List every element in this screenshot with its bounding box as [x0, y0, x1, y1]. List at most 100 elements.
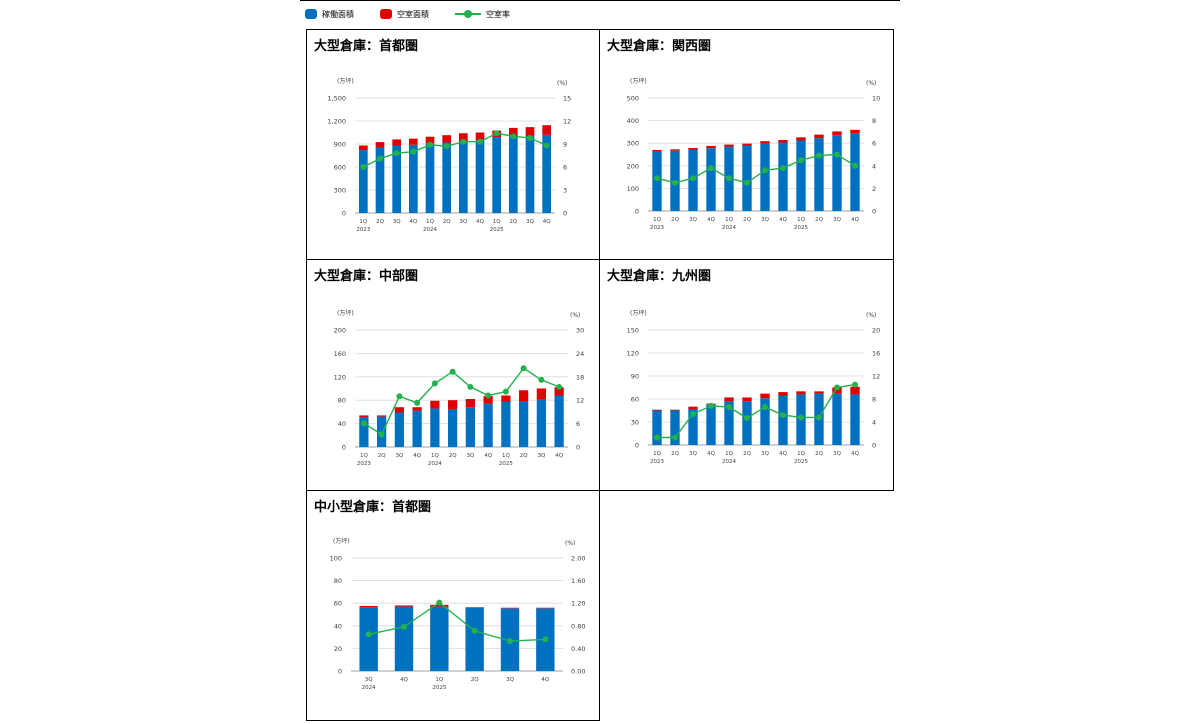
bar-vacant — [796, 391, 806, 395]
vacancy-rate-point — [360, 420, 367, 427]
y-tick-label: 120 — [334, 373, 346, 381]
x-tick-label: 2Q — [471, 677, 479, 683]
x-tick-label: 4Q — [851, 451, 859, 457]
y2-tick-label: 1.20 — [571, 600, 585, 608]
bar-occupied — [359, 150, 368, 213]
x-tick-label: 2Q — [443, 219, 451, 225]
vacancy-rate-point — [690, 175, 696, 182]
bar-occupied — [394, 606, 414, 671]
bar-occupied — [542, 134, 551, 213]
chart-svg: (万坪) (%) 0 0 40 6 80 12 120 18 160 24 200 30 1Q 2Q 3Q 4Q 1… — [334, 309, 585, 467]
x-tick-label: 4Q — [707, 217, 715, 223]
bar-vacant — [394, 407, 404, 413]
y-tick-label: 0 — [635, 442, 639, 450]
x-tick-label: 4Q — [409, 219, 417, 225]
bar-occupied — [554, 395, 564, 447]
chart-panel-kyushu-large: 大型倉庫：九州圏 (万坪) (%) 0 0 30 4 60 8 90 12 120 16 150 20 1Q… — [599, 259, 894, 491]
vacancy-rate-point — [377, 155, 383, 162]
bar-occupied — [392, 145, 401, 213]
y2-tick-label: 2 — [872, 185, 876, 193]
bar-vacant — [536, 388, 546, 400]
x-tick-label: 1Q — [359, 219, 367, 225]
bar-occupied — [465, 607, 484, 671]
legend-swatch-occupied — [305, 9, 317, 19]
vacancy-rate-line — [368, 601, 546, 642]
y-tick-label: 900 — [334, 141, 346, 149]
bar-vacant — [778, 140, 788, 143]
y-tick-label: 90 — [631, 373, 639, 381]
y-axis-unit-label: (万坪) — [333, 537, 350, 545]
x-year-label: 2024 — [423, 227, 437, 233]
x-tick-label: 2Q — [520, 453, 528, 459]
vacancy-rate-point — [726, 175, 732, 182]
x-tick-label: 1Q — [426, 219, 434, 225]
vacancy-rate-point — [449, 368, 456, 375]
y2-tick-label: 6 — [872, 140, 876, 148]
vacancy-rate-point — [672, 434, 678, 441]
vacancy-rate-point — [477, 138, 483, 145]
vacancy-rate-line — [362, 132, 547, 168]
x-tick-label: 1Q — [431, 453, 439, 459]
bar-vacant — [425, 136, 435, 144]
legend: 稼働面積 空室面積 空室率 — [305, 6, 536, 22]
vacancy-rate-line — [656, 153, 856, 184]
x-tick-label: 3Q — [526, 219, 534, 225]
y2-tick-label: 1.60 — [571, 577, 585, 585]
x-tick-label: 2Q — [671, 217, 679, 223]
vacancy-rate-point — [744, 414, 750, 421]
bar-vacant — [375, 142, 385, 148]
x-tick-label: 2Q — [815, 451, 823, 457]
x-tick-label: 1Q — [502, 453, 510, 459]
bar-vacant — [760, 141, 770, 144]
y-axis-unit-label: (万坪) — [337, 77, 354, 85]
bar-vacant — [430, 400, 440, 409]
x-year-label: 2024 — [362, 685, 376, 691]
bar-occupied — [394, 412, 404, 447]
y2-tick-label: 4 — [872, 162, 876, 170]
x-tick-label: 4Q — [541, 677, 549, 683]
bar-vacant — [724, 144, 734, 147]
y-axis-unit-label: (万坪) — [630, 309, 647, 317]
bar-vacant — [448, 400, 458, 409]
vacancy-rate-point — [556, 383, 563, 390]
vacancy-rate-point — [708, 165, 714, 172]
bar-occupied — [430, 606, 449, 671]
x-tick-label: 3Q — [761, 451, 769, 457]
x-tick-label: 3Q — [459, 219, 467, 225]
y2-tick-label: 0 — [576, 444, 580, 452]
bar-occupied — [652, 151, 662, 211]
bar-occupied — [536, 399, 546, 447]
vacancy-rate-point — [493, 130, 500, 137]
chart-panel-chubu-large: 大型倉庫：中部圏 (万坪) (%) 0 0 40 6 80 12 120 18 160 24 200 30… — [306, 259, 600, 491]
bar-vacant — [688, 406, 698, 409]
vacancy-rate-point — [527, 134, 533, 141]
x-tick-label: 4Q — [413, 453, 421, 459]
bar-occupied — [442, 142, 451, 213]
bar-vacant — [377, 415, 387, 417]
vacancy-rate-point — [780, 412, 786, 419]
bar-occupied — [475, 140, 485, 213]
vacancy-rate-point — [726, 404, 732, 411]
y-tick-label: 60 — [334, 600, 342, 608]
x-tick-label: 2Q — [743, 217, 751, 223]
y2-axis-unit-label: (%) — [866, 312, 876, 319]
x-tick-label: 2Q — [671, 451, 679, 457]
y-tick-label: 40 — [338, 420, 346, 428]
bar-occupied — [760, 143, 770, 211]
y2-tick-label: 8 — [872, 117, 876, 125]
x-tick-label: 4Q — [543, 219, 551, 225]
vacancy-rate-point — [414, 399, 421, 406]
y-tick-label: 0 — [635, 208, 639, 216]
bar-vacant — [850, 129, 860, 134]
bar-vacant — [742, 397, 752, 402]
vacancy-rate-point — [852, 381, 858, 388]
x-year-label: 2023 — [650, 459, 664, 465]
bar-occupied — [652, 410, 662, 445]
y-tick-label: 100 — [627, 185, 639, 193]
bar-occupied — [448, 408, 458, 447]
bar-occupied — [688, 408, 698, 445]
x-year-label: 2023 — [650, 225, 664, 231]
bar-vacant — [475, 132, 485, 141]
vacancy-rate-point — [510, 133, 517, 140]
vacancy-rate-point — [798, 157, 804, 164]
